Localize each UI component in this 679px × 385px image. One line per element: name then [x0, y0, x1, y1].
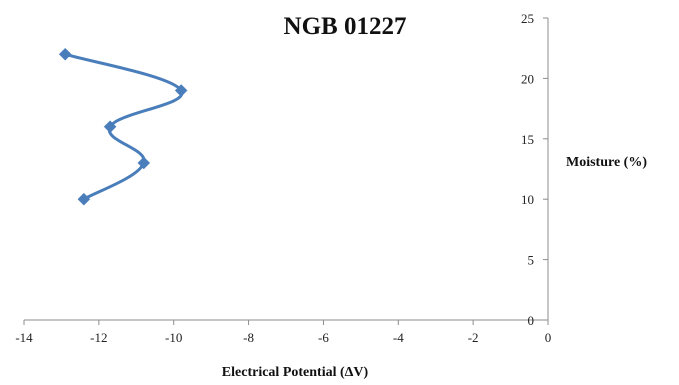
y-axis-label: Moisture (%): [566, 155, 647, 170]
data-point-marker: [77, 192, 91, 206]
x-tick-label: -10: [165, 330, 182, 345]
y-tick-label: 15: [521, 132, 534, 147]
y-tick-label: 20: [521, 71, 534, 86]
y-tick-label: 10: [521, 192, 534, 207]
x-axis-label: Electrical Potential (ΔV): [222, 365, 369, 380]
x-tick-label: -4: [393, 330, 404, 345]
x-axis-ticks: -14 -12 -10 -8 -6 -4 -2 0: [15, 320, 551, 345]
data-point-marker: [137, 156, 151, 170]
y-tick-label: 25: [521, 11, 534, 26]
y-axis-ticks: 0 5 10 15 20 25: [521, 11, 548, 328]
y-tick-label: 5: [528, 253, 535, 268]
data-point-marker: [58, 47, 72, 61]
series-layer: [58, 47, 188, 206]
chart-title: NGB 01227: [284, 13, 407, 40]
x-tick-label: 0: [545, 330, 552, 345]
y-tick-label: 0: [528, 313, 535, 328]
x-tick-label: -2: [468, 330, 479, 345]
x-tick-label: -8: [243, 330, 254, 345]
data-point-marker: [174, 84, 188, 97]
x-tick-label: -6: [318, 330, 329, 345]
series-line: [63, 52, 184, 201]
x-tick-label: -14: [15, 330, 33, 345]
axes: [24, 18, 549, 321]
data-point-marker: [103, 120, 117, 134]
x-tick-label: -12: [90, 330, 107, 345]
